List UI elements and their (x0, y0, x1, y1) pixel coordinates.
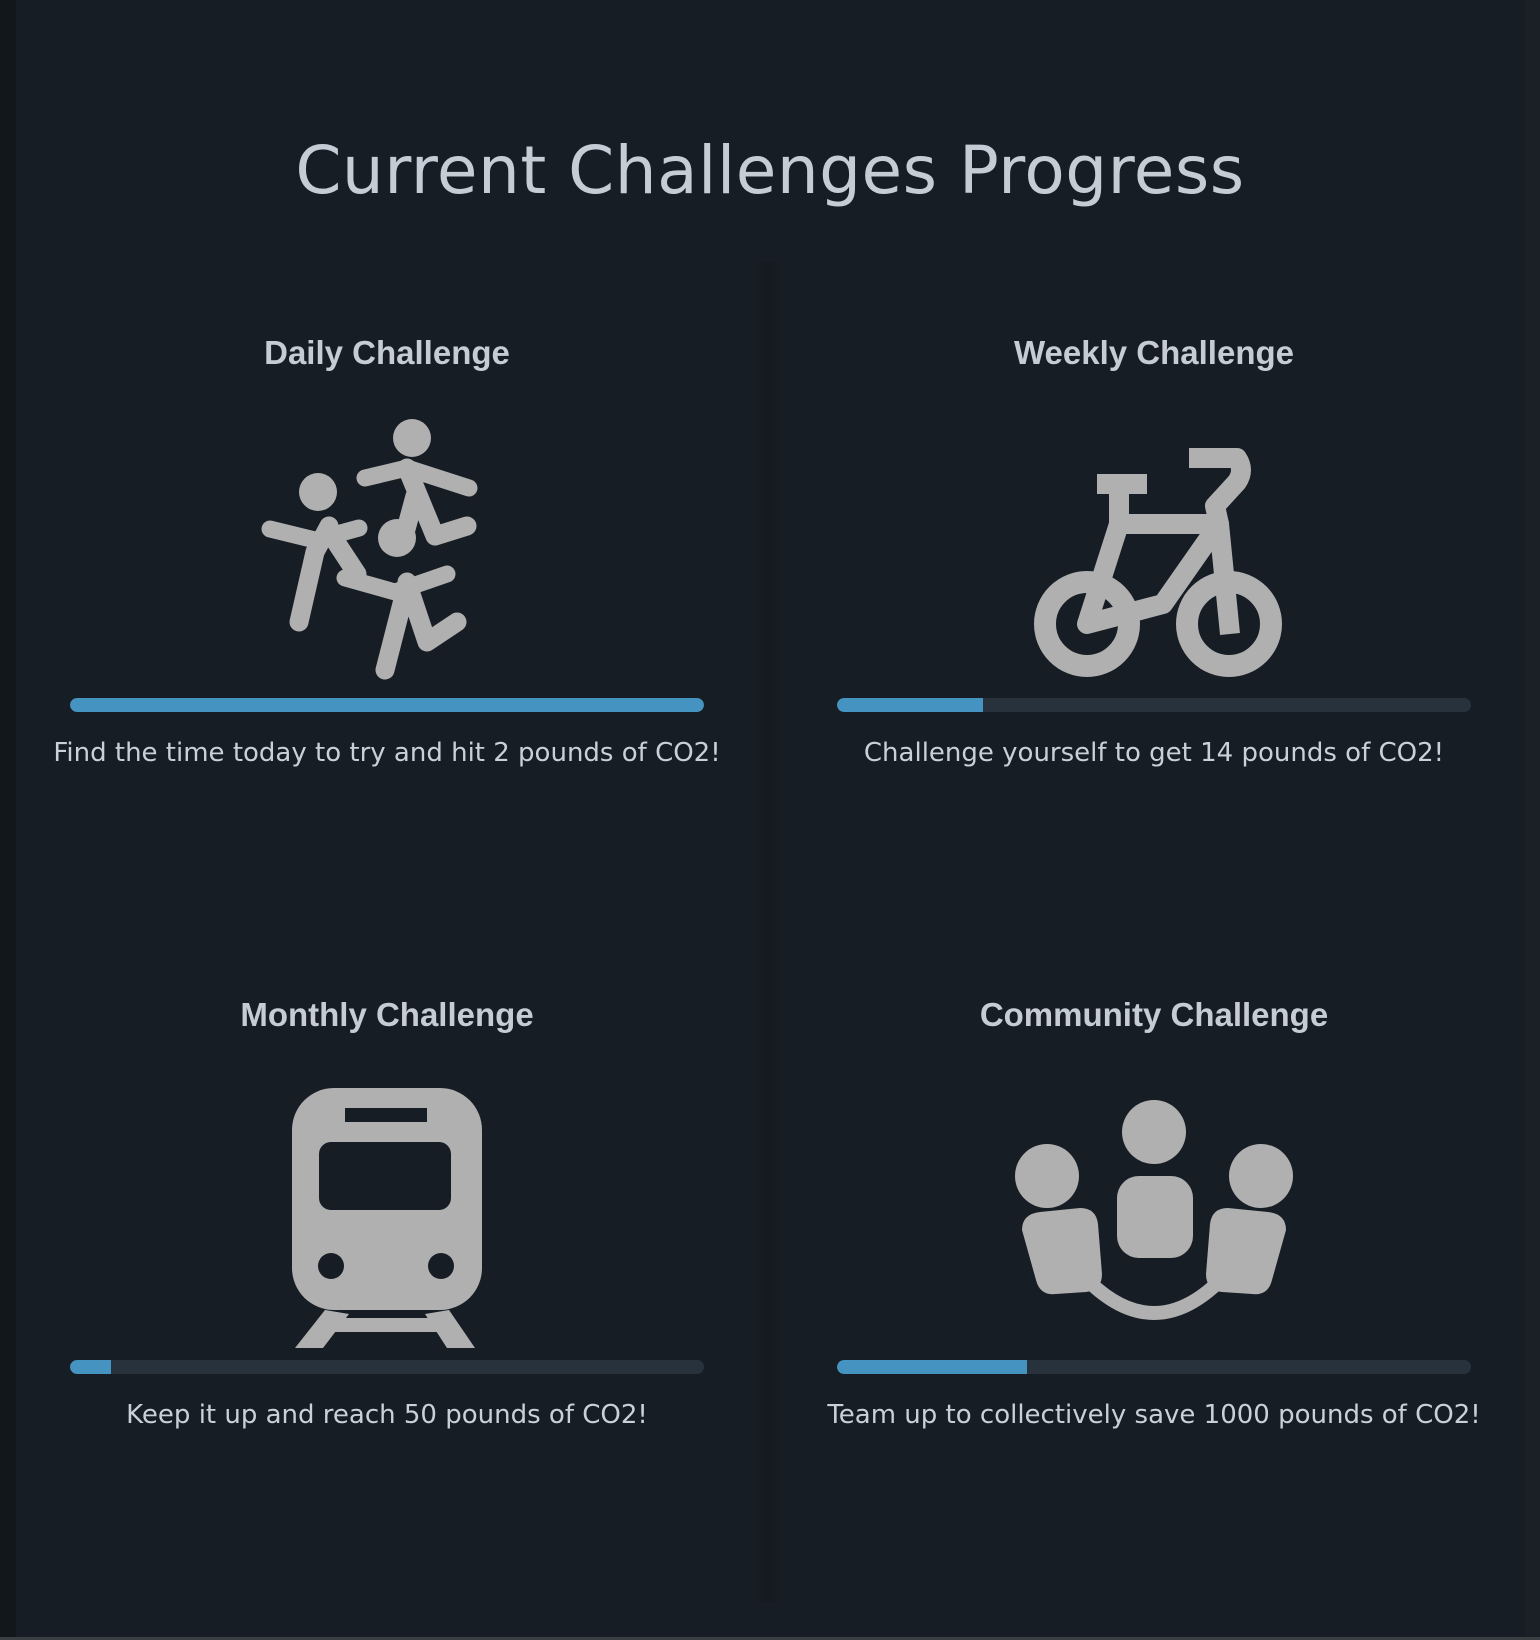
challenge-description: Keep it up and reach 50 pounds of CO2! (126, 1400, 648, 1430)
progress-fill (70, 1360, 112, 1374)
train-icon (70, 1068, 704, 1348)
column-divider (756, 262, 782, 1602)
progress-bar (70, 698, 704, 712)
challenge-description: Challenge yourself to get 14 pounds of C… (863, 738, 1445, 768)
progress-fill (837, 1360, 1028, 1374)
bottom-border (0, 1637, 1540, 1640)
challenge-title: Monthly Challenge (240, 996, 534, 1033)
progress-fill (70, 698, 704, 712)
progress-bar (837, 698, 1471, 712)
challenge-title: Community Challenge (979, 996, 1329, 1033)
left-edge (0, 0, 16, 1640)
bicycle-icon (837, 406, 1471, 686)
progress-fill (837, 698, 983, 712)
community-challenge-card[interactable]: Community Challenge Team up to collectiv… (827, 996, 1480, 1596)
right-edge (1526, 0, 1540, 1640)
progress-bar (837, 1360, 1471, 1374)
page-title: Current Challenges Progress (295, 132, 1245, 209)
challenge-title: Weekly Challenge (1013, 334, 1294, 371)
challenge-description: Team up to collectively save 1000 pounds… (827, 1400, 1481, 1430)
daily-challenge-card[interactable]: Daily Challenge Find (53, 334, 720, 934)
community-group-icon (837, 1068, 1471, 1348)
running-people-icon (70, 406, 704, 686)
weekly-challenge-card[interactable]: Weekly Challenge Challenge yourself to g… (837, 334, 1471, 934)
monthly-challenge-card[interactable]: Monthly Challenge Keep it up and reach 5… (70, 996, 704, 1596)
progress-bar (70, 1360, 704, 1374)
challenge-title: Daily Challenge (264, 334, 510, 371)
challenge-description: Find the time today to try and hit 2 pou… (53, 738, 721, 768)
